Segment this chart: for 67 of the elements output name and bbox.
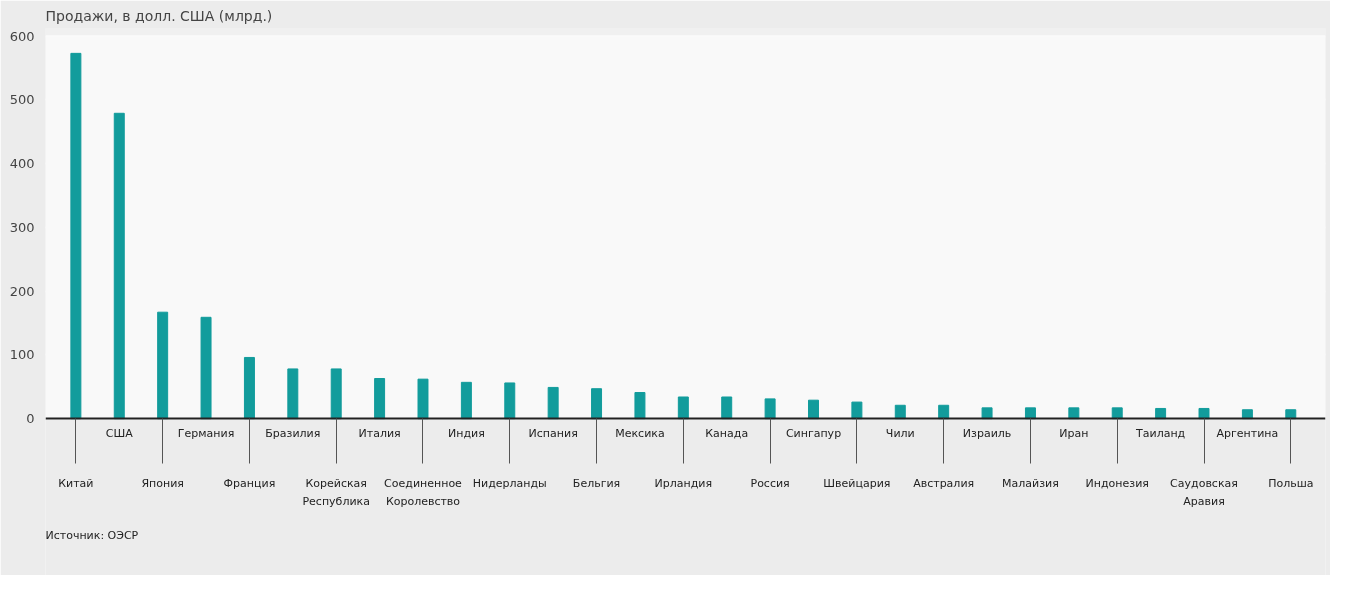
y-tick-label: 400: [9, 156, 35, 172]
bar: [113, 112, 125, 420]
bar: [721, 396, 733, 420]
chart-title: Продажи, в долл. США (млрд.): [45, 7, 273, 24]
y-tick-label: 100: [9, 347, 35, 363]
x-tick-label: Испания: [528, 426, 578, 440]
bar: [1111, 407, 1123, 420]
bar: [1155, 407, 1167, 420]
bar: [1285, 409, 1297, 420]
x-tick-label: Австралия: [913, 476, 975, 490]
bar: [417, 378, 429, 420]
bar: [287, 368, 299, 420]
x-tick-label: Таиланд: [1135, 426, 1186, 440]
y-tick-label: 0: [26, 411, 35, 427]
bar: [894, 404, 906, 420]
x-tick-label: Аргентина: [1216, 426, 1279, 440]
x-tick-label: Корейская Республика: [302, 476, 370, 508]
x-tick-label: Германия: [177, 426, 235, 440]
x-tick-label: Чили: [885, 426, 915, 440]
x-tick-label: Сингапур: [785, 426, 842, 440]
x-tick-label: Индия: [447, 426, 485, 440]
x-tick-label: Соединенное Королевство: [384, 476, 463, 508]
x-tick-label: Израиль: [962, 426, 1012, 440]
x-tick-label: Италия: [358, 426, 401, 440]
x-tick-label: Мексика: [615, 426, 665, 440]
x-tick-label: Нидерланды: [472, 476, 547, 490]
bar: [938, 404, 950, 420]
bar: [504, 382, 516, 420]
x-tick-label: Ирландия: [654, 476, 713, 490]
x-tick-label: Польша: [1268, 476, 1314, 490]
bar: [808, 399, 819, 420]
x-tick-label: Малайзия: [1002, 476, 1059, 490]
bar: [591, 388, 603, 420]
x-tick-label: Бельгия: [572, 476, 621, 490]
y-tick-label: 500: [9, 92, 35, 108]
x-tick-label: Швейцария: [823, 476, 891, 490]
bar: [547, 386, 559, 420]
bar: [330, 368, 342, 420]
bar: [1024, 407, 1036, 420]
bar: [243, 356, 255, 420]
x-tick-label: Япония: [141, 476, 184, 490]
bar: [460, 381, 472, 420]
x-tick-label: Россия: [750, 476, 790, 490]
x-tick-label: США: [105, 426, 134, 440]
bar: [157, 311, 169, 420]
bar: [851, 401, 863, 420]
bar: [677, 396, 689, 420]
bar: [1068, 407, 1080, 420]
text: Источник: ОЭСР: [45, 528, 139, 542]
x-tick-label: Иран: [1059, 426, 1089, 440]
bar: [200, 316, 212, 420]
bar: [1241, 409, 1253, 420]
x-tick-label: Франция: [223, 476, 276, 490]
y-tick-label: 600: [9, 28, 35, 44]
bar: [374, 378, 386, 420]
x-tick-label: Канада: [705, 426, 749, 440]
y-tick-label: 200: [9, 283, 35, 299]
bar: [1198, 407, 1210, 420]
bar: [981, 407, 993, 420]
y-tick-label: 300: [9, 219, 35, 235]
x-tick-label: Китай: [58, 476, 94, 490]
bar: [764, 398, 776, 420]
bar: [634, 392, 646, 420]
x-tick-label: Бразилия: [265, 426, 321, 440]
x-tick-label: Саудовская Аравия: [1170, 476, 1238, 508]
bar: [70, 52, 82, 420]
x-tick-label: Индонезия: [1085, 476, 1149, 490]
